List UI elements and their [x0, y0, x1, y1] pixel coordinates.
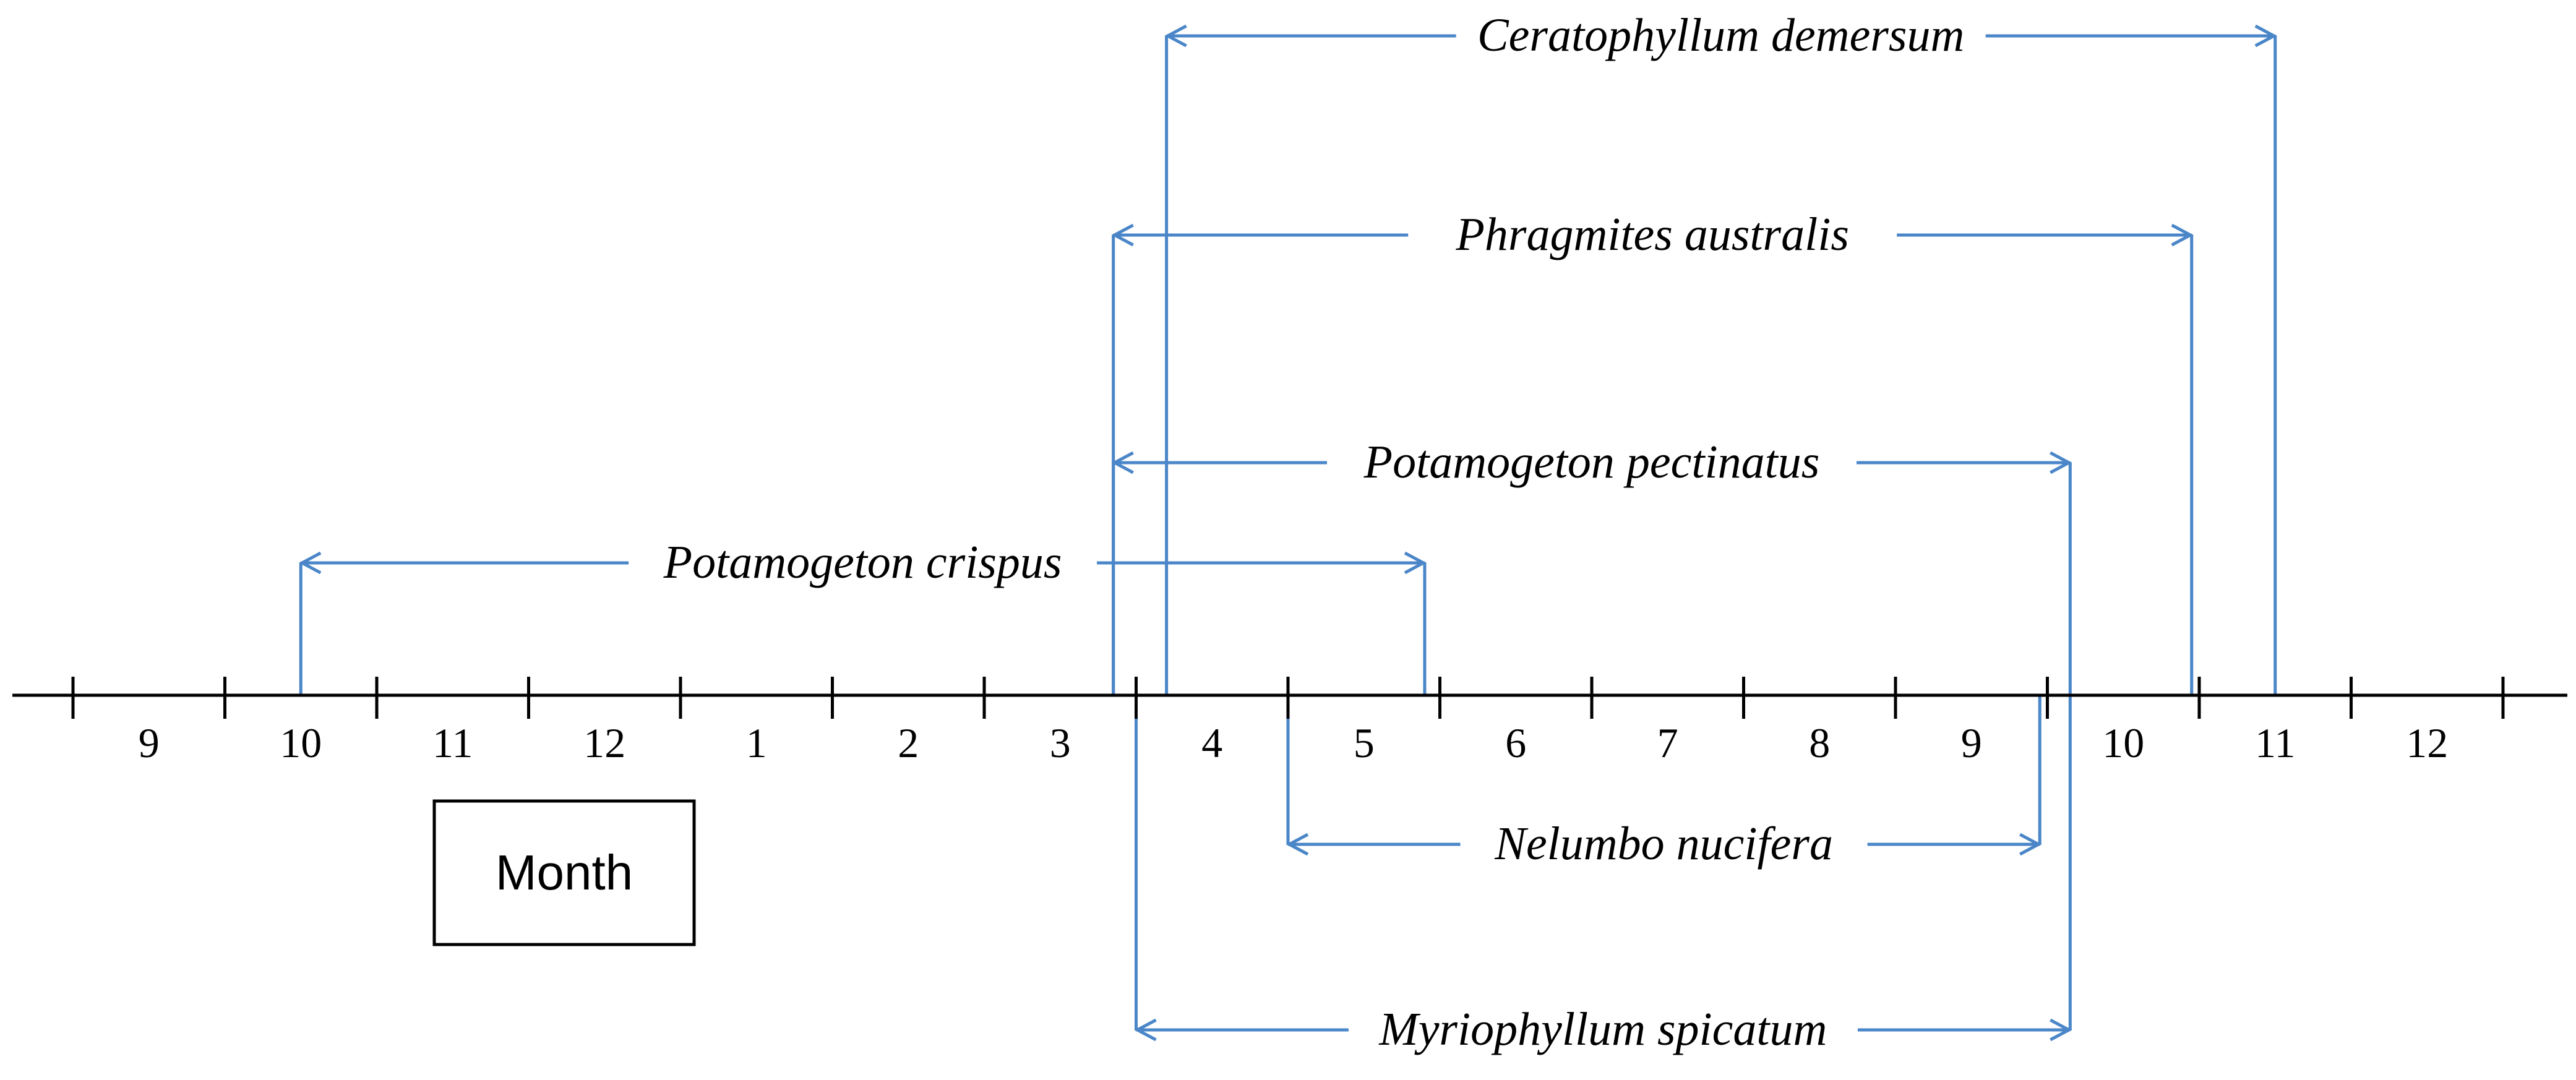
species-label: Myriophyllum spicatum [1378, 1003, 1827, 1055]
legend-box-frame [432, 799, 696, 946]
month-label: 5 [1354, 719, 1375, 766]
species-label: Potamogeton crispus [663, 536, 1062, 588]
species-label: Potamogeton pectinatus [1363, 436, 1820, 488]
month-label: 9 [139, 719, 160, 766]
month-label: 11 [432, 719, 473, 766]
month-ticks [71, 677, 2505, 719]
month-label: 3 [1050, 719, 1071, 766]
species-label: Nelumbo nucifera [1494, 818, 1833, 870]
month-label: 9 [1961, 719, 1982, 766]
month-label: 4 [1201, 719, 1222, 766]
species-label: Phragmites australis [1455, 208, 1849, 260]
species-bracket [298, 551, 1427, 695]
month-label: 11 [2255, 719, 2295, 766]
arrow-head-left [1134, 1018, 1157, 1042]
arrow-head-right [2050, 451, 2072, 474]
arrow-head-left [298, 551, 322, 575]
arrow-head-right [2019, 833, 2042, 856]
month-label: 8 [1809, 719, 1830, 766]
species-labels: Ceratophyllum demersum Phragmites austral… [663, 9, 1965, 1055]
species-brackets [298, 24, 2278, 1042]
arrow-head-right [2050, 1018, 2072, 1042]
month-label: 10 [280, 719, 322, 766]
month-label: 12 [583, 719, 625, 766]
arrow-head-right [1404, 551, 1427, 575]
month-label: 6 [1505, 719, 1526, 766]
legend-label: Month [496, 845, 633, 900]
month-label: 2 [898, 719, 919, 766]
month-legend-box: Month [432, 799, 696, 946]
arrow-head-right [2171, 223, 2194, 247]
month-label: 12 [2406, 719, 2448, 766]
species-bracket [1286, 695, 2042, 856]
arrow-head-left [1164, 24, 1187, 48]
arrow-head-left [1111, 451, 1134, 474]
species-bracket [1164, 24, 2278, 695]
species-bracket [1134, 695, 2072, 1042]
month-label: 1 [746, 719, 767, 766]
month-label: 7 [1657, 719, 1678, 766]
arrow-head-left [1286, 833, 1309, 856]
arrow-head-left [1111, 223, 1134, 247]
month-labels: 9 10 11 12 1 2 3 4 5 6 7 8 9 10 11 12 [139, 719, 2449, 766]
species-label: Ceratophyllum demersum [1477, 9, 1964, 61]
month-label: 10 [2102, 719, 2144, 766]
arrow-head-right [2254, 24, 2278, 48]
species-bracket [1111, 451, 2072, 695]
